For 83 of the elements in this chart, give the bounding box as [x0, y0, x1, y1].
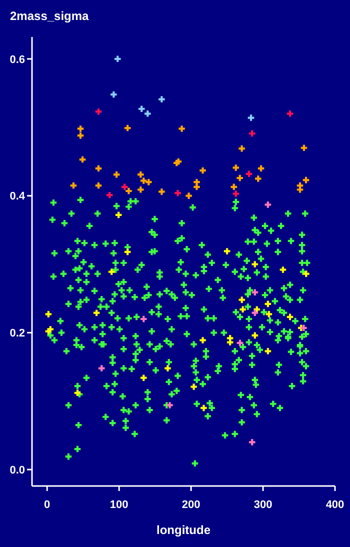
point	[138, 171, 144, 178]
point	[232, 164, 240, 171]
point	[95, 108, 102, 115]
point	[248, 114, 254, 121]
point	[246, 170, 252, 178]
point	[224, 248, 230, 254]
point	[45, 311, 52, 318]
point	[264, 348, 272, 354]
point	[254, 176, 262, 182]
point	[252, 261, 258, 268]
x-tick-label: 100	[110, 499, 128, 511]
point	[166, 402, 173, 408]
point	[302, 176, 310, 184]
y-tick-label: 0.6	[10, 54, 25, 66]
point	[238, 145, 245, 152]
point	[158, 188, 165, 195]
point	[200, 404, 207, 412]
point	[108, 268, 115, 275]
point	[113, 171, 120, 178]
point	[110, 91, 117, 98]
x-tick-label: 200	[182, 499, 200, 511]
point	[190, 384, 197, 390]
point	[232, 190, 240, 197]
point	[95, 165, 102, 172]
point	[248, 439, 256, 446]
point	[106, 192, 113, 198]
point	[286, 314, 294, 320]
point	[296, 186, 304, 193]
point	[236, 174, 243, 182]
point	[286, 110, 294, 117]
point	[140, 316, 147, 322]
point	[264, 202, 272, 208]
point	[121, 184, 128, 190]
point	[115, 212, 122, 218]
point	[79, 156, 86, 163]
point	[146, 178, 152, 186]
point	[266, 311, 272, 318]
point	[226, 339, 234, 346]
point	[300, 144, 308, 152]
point	[200, 337, 206, 344]
point	[248, 130, 256, 137]
point	[186, 192, 192, 199]
point	[93, 310, 100, 316]
x-tick-label: 400	[326, 499, 344, 511]
point	[238, 296, 246, 303]
point	[124, 248, 131, 256]
point	[258, 165, 264, 172]
point	[178, 126, 185, 132]
point	[252, 332, 258, 339]
point	[200, 167, 206, 174]
point	[124, 124, 131, 132]
point	[138, 186, 144, 193]
point	[302, 270, 310, 277]
point	[144, 110, 151, 117]
point	[174, 190, 181, 196]
y-tick-label: 0.2	[10, 328, 25, 340]
point	[164, 365, 171, 372]
y-tick-label: 0.0	[10, 464, 25, 476]
chart-title: 2mass_sigma	[10, 9, 90, 23]
point	[114, 56, 121, 62]
point	[194, 184, 200, 190]
y-tick-label: 0.4	[10, 190, 26, 203]
point	[252, 289, 258, 296]
x-axis-title: longitude	[156, 523, 211, 537]
point	[230, 184, 238, 190]
point	[77, 126, 84, 132]
point	[138, 106, 145, 112]
point	[280, 266, 286, 273]
point	[158, 96, 165, 102]
point	[77, 132, 84, 139]
point	[126, 188, 132, 194]
point	[70, 182, 77, 189]
x-tick-label: 0	[44, 499, 50, 511]
point	[98, 365, 105, 372]
point	[140, 374, 147, 382]
point	[236, 340, 244, 346]
point	[240, 306, 246, 313]
point	[252, 310, 258, 316]
point	[140, 178, 147, 184]
point	[264, 300, 272, 308]
x-tick-label: 300	[254, 499, 272, 511]
point	[300, 324, 307, 332]
point	[95, 182, 102, 189]
